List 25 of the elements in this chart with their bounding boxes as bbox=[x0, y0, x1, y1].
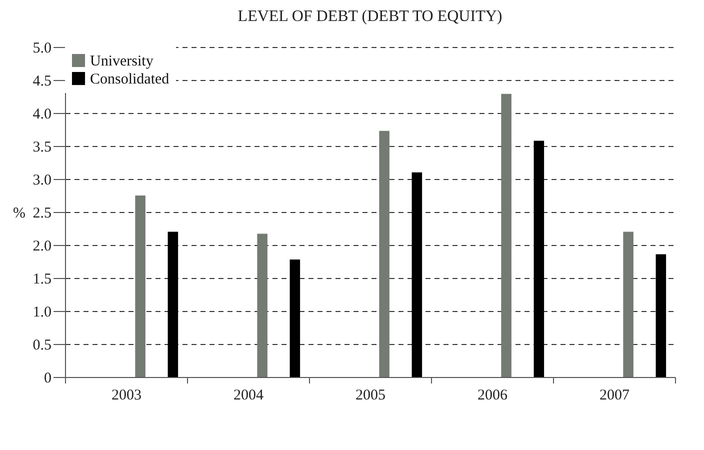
x-tick-label: 2005 bbox=[356, 388, 386, 404]
y-tick-label: 0.5 bbox=[32, 338, 52, 354]
bar bbox=[379, 130, 390, 377]
y-tick-label: 1.5 bbox=[32, 272, 52, 288]
x-tick-label: 2006 bbox=[478, 388, 508, 404]
y-tick-label: 4.0 bbox=[32, 106, 52, 122]
y-tick-label: 1.0 bbox=[32, 304, 52, 320]
x-tick-label: 2003 bbox=[112, 388, 142, 404]
bar bbox=[135, 196, 146, 377]
y-tick-label: 3.5 bbox=[32, 140, 52, 156]
chart-title: LEVEL OF DEBT (DEBT TO EQUITY) bbox=[238, 8, 502, 25]
y-tick-label: 4.5 bbox=[32, 74, 52, 90]
y-tick-label: 5.0 bbox=[32, 40, 52, 56]
bar bbox=[623, 232, 634, 377]
legend-label: Consolidated bbox=[90, 72, 170, 88]
y-tick-label: 0 bbox=[44, 370, 52, 386]
y-tick-label: 3.0 bbox=[32, 172, 52, 188]
bar bbox=[257, 234, 268, 377]
x-tick-label: 2004 bbox=[234, 388, 264, 404]
bar bbox=[501, 94, 512, 377]
y-tick-label: 2.0 bbox=[32, 238, 52, 254]
x-tick-label: 2007 bbox=[600, 388, 630, 404]
legend-label: University bbox=[90, 54, 154, 70]
y-tick-label: 2.5 bbox=[32, 206, 52, 222]
y-axis-title: % bbox=[13, 206, 26, 222]
